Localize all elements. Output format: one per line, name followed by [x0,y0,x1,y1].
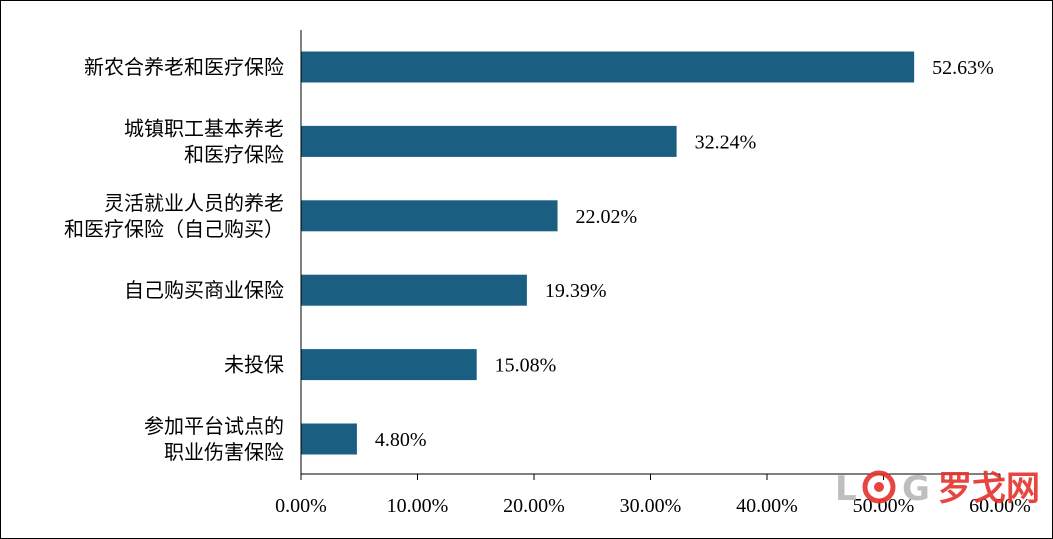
bars-layer [301,51,915,455]
bar [301,423,357,455]
x-tick-label: 60.00% [969,495,1031,517]
bar [301,125,677,157]
data-label: 4.80% [375,429,427,451]
x-tick-label: 40.00% [736,495,798,517]
category-label: 职业伤害保险 [164,440,284,464]
x-axis: 0.00% 10.00% 20.00% 30.00% 40.00% 50.00% 60.00… [275,30,1031,517]
value-labels: 52.63% 32.24% 22.02% 19.39% 15.08% 4.80% [375,57,994,451]
watermark-target-icon [862,470,896,504]
data-label: 19.39% [545,280,607,302]
x-tick-label: 0.00% [275,495,327,517]
category-labels: 新农合养老和医疗保险城镇职工基本养老和医疗保险灵活就业人员的养老和医疗保险（自己… [64,55,284,464]
data-label: 32.24% [695,131,757,153]
category-label: 参加平台试点的 [144,414,284,438]
watermark-letter-g: G [902,469,930,509]
category-label: 和医疗保险 [184,142,284,166]
bar [301,51,915,83]
watermark-cn-text: 罗戈网 [938,469,1040,509]
bar [301,274,527,306]
data-label: 15.08% [495,355,557,377]
watermark-letter-l: L [835,469,857,509]
logo-watermark: L G 罗戈网 [835,469,1040,509]
category-label: 灵活就业人员的养老 [104,191,284,215]
category-label: 未投保 [224,353,284,377]
category-label: 和医疗保险（自己购买） [64,217,284,241]
bar [301,349,477,381]
category-label: 自己购买商业保险 [124,278,284,302]
data-label: 22.02% [576,206,638,228]
data-label: 52.63% [932,57,994,79]
x-tick-label: 20.00% [503,495,565,517]
x-tick-label: 50.00% [853,495,915,517]
x-tick-label: 10.00% [387,495,449,517]
category-label: 城镇职工基本养老 [124,116,284,140]
bar [301,200,558,232]
category-label: 新农合养老和医疗保险 [84,55,284,79]
x-tick-label: 30.00% [620,495,682,517]
